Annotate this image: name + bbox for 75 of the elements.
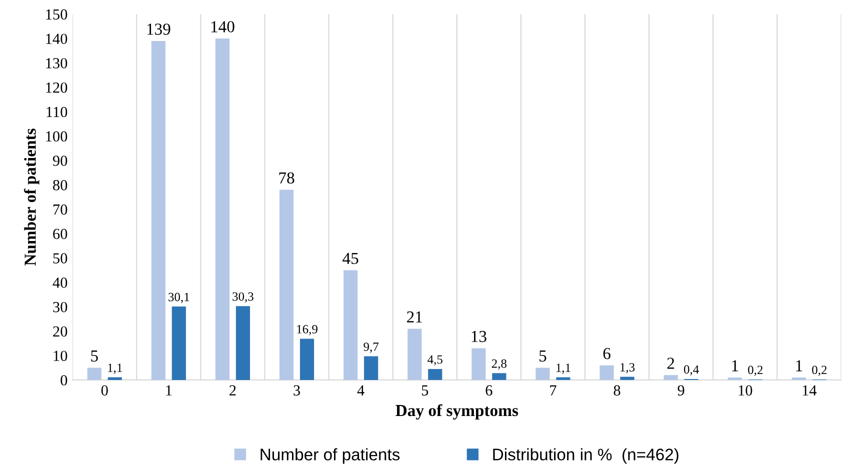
y-tick-label: 150 (46, 9, 68, 20)
x-tick-label: 1 (166, 385, 172, 396)
data-label: 140 (211, 21, 234, 32)
bar (215, 38, 230, 380)
y-tick-label: 60 (53, 228, 68, 240)
data-label: 1,3 (620, 363, 635, 374)
y-tick-label: 10 (54, 350, 68, 362)
bar (556, 377, 570, 380)
legend-label: Distribution in % (n=462) (493, 448, 678, 464)
y-tick-label: 140 (46, 34, 68, 44)
y-tick-label: 0 (60, 375, 68, 386)
legend-label: Number of patients (260, 448, 400, 464)
data-label: 30,3 (232, 292, 254, 303)
data-label: 4,5 (428, 355, 442, 366)
bar (428, 368, 442, 380)
x-tick-label: 6 (486, 385, 492, 396)
x-tick-label: 5 (422, 385, 428, 396)
data-label: 139 (147, 24, 170, 35)
y-tick-label: 130 (46, 58, 68, 68)
bar (344, 270, 358, 380)
bar (620, 376, 634, 380)
data-label: 1,1 (108, 364, 122, 374)
data-label: 1 (796, 360, 802, 372)
y-tick-label: 110 (46, 106, 68, 118)
x-tick-label: 7 (550, 385, 556, 396)
data-label: 5 (91, 350, 98, 362)
data-label: 16,9 (297, 325, 318, 336)
data-label: 6 (603, 348, 610, 360)
data-label: 0,4 (684, 365, 699, 376)
bar (300, 338, 314, 380)
data-label: 1,1 (556, 364, 570, 374)
x-tick-label: 8 (614, 385, 620, 396)
data-label: 21 (407, 311, 422, 322)
data-label: 1 (732, 360, 738, 372)
bar (536, 368, 550, 380)
y-axis-title: Number of patients (24, 128, 40, 266)
bar (236, 306, 250, 380)
y-tick-label: 40 (52, 278, 68, 288)
x-tick-label: 14 (802, 385, 817, 396)
x-tick-label: 0 (101, 385, 108, 396)
x-tick-label: 9 (678, 385, 684, 396)
bar (87, 368, 102, 380)
y-tick-label: 20 (53, 326, 68, 337)
data-label: 0,2 (812, 366, 827, 376)
bar (664, 375, 678, 380)
data-label: 2 (667, 358, 674, 369)
x-axis-title: Day of symptoms (396, 404, 518, 420)
data-label: 9,7 (364, 342, 379, 353)
bar (492, 373, 506, 380)
x-tick-label: 2 (230, 385, 236, 396)
bar (600, 365, 614, 380)
x-tick-label: 4 (357, 385, 364, 396)
y-tick-label: 50 (53, 253, 68, 264)
y-tick-label: 120 (46, 82, 68, 93)
bar (364, 356, 378, 380)
data-label: 0,2 (748, 366, 762, 376)
data-label: 13 (472, 330, 486, 342)
data-label: 78 (279, 172, 294, 184)
bar (279, 190, 294, 380)
data-label: 45 (342, 252, 358, 264)
y-tick-label: 100 (46, 131, 68, 142)
bar (108, 377, 122, 380)
bar (151, 40, 166, 380)
data-label: 2,8 (492, 359, 506, 370)
bar (172, 306, 186, 380)
y-tick-label: 30 (53, 302, 68, 312)
data-label: 30,1 (168, 292, 190, 304)
x-tick-label: 3 (294, 385, 300, 396)
data-label: 5 (540, 350, 546, 362)
x-tick-label: 10 (738, 385, 752, 396)
y-tick-label: 80 (53, 180, 68, 190)
y-tick-label: 90 (52, 156, 68, 166)
y-tick-label: 70 (53, 204, 68, 215)
bar (472, 348, 486, 380)
bar (408, 328, 422, 380)
